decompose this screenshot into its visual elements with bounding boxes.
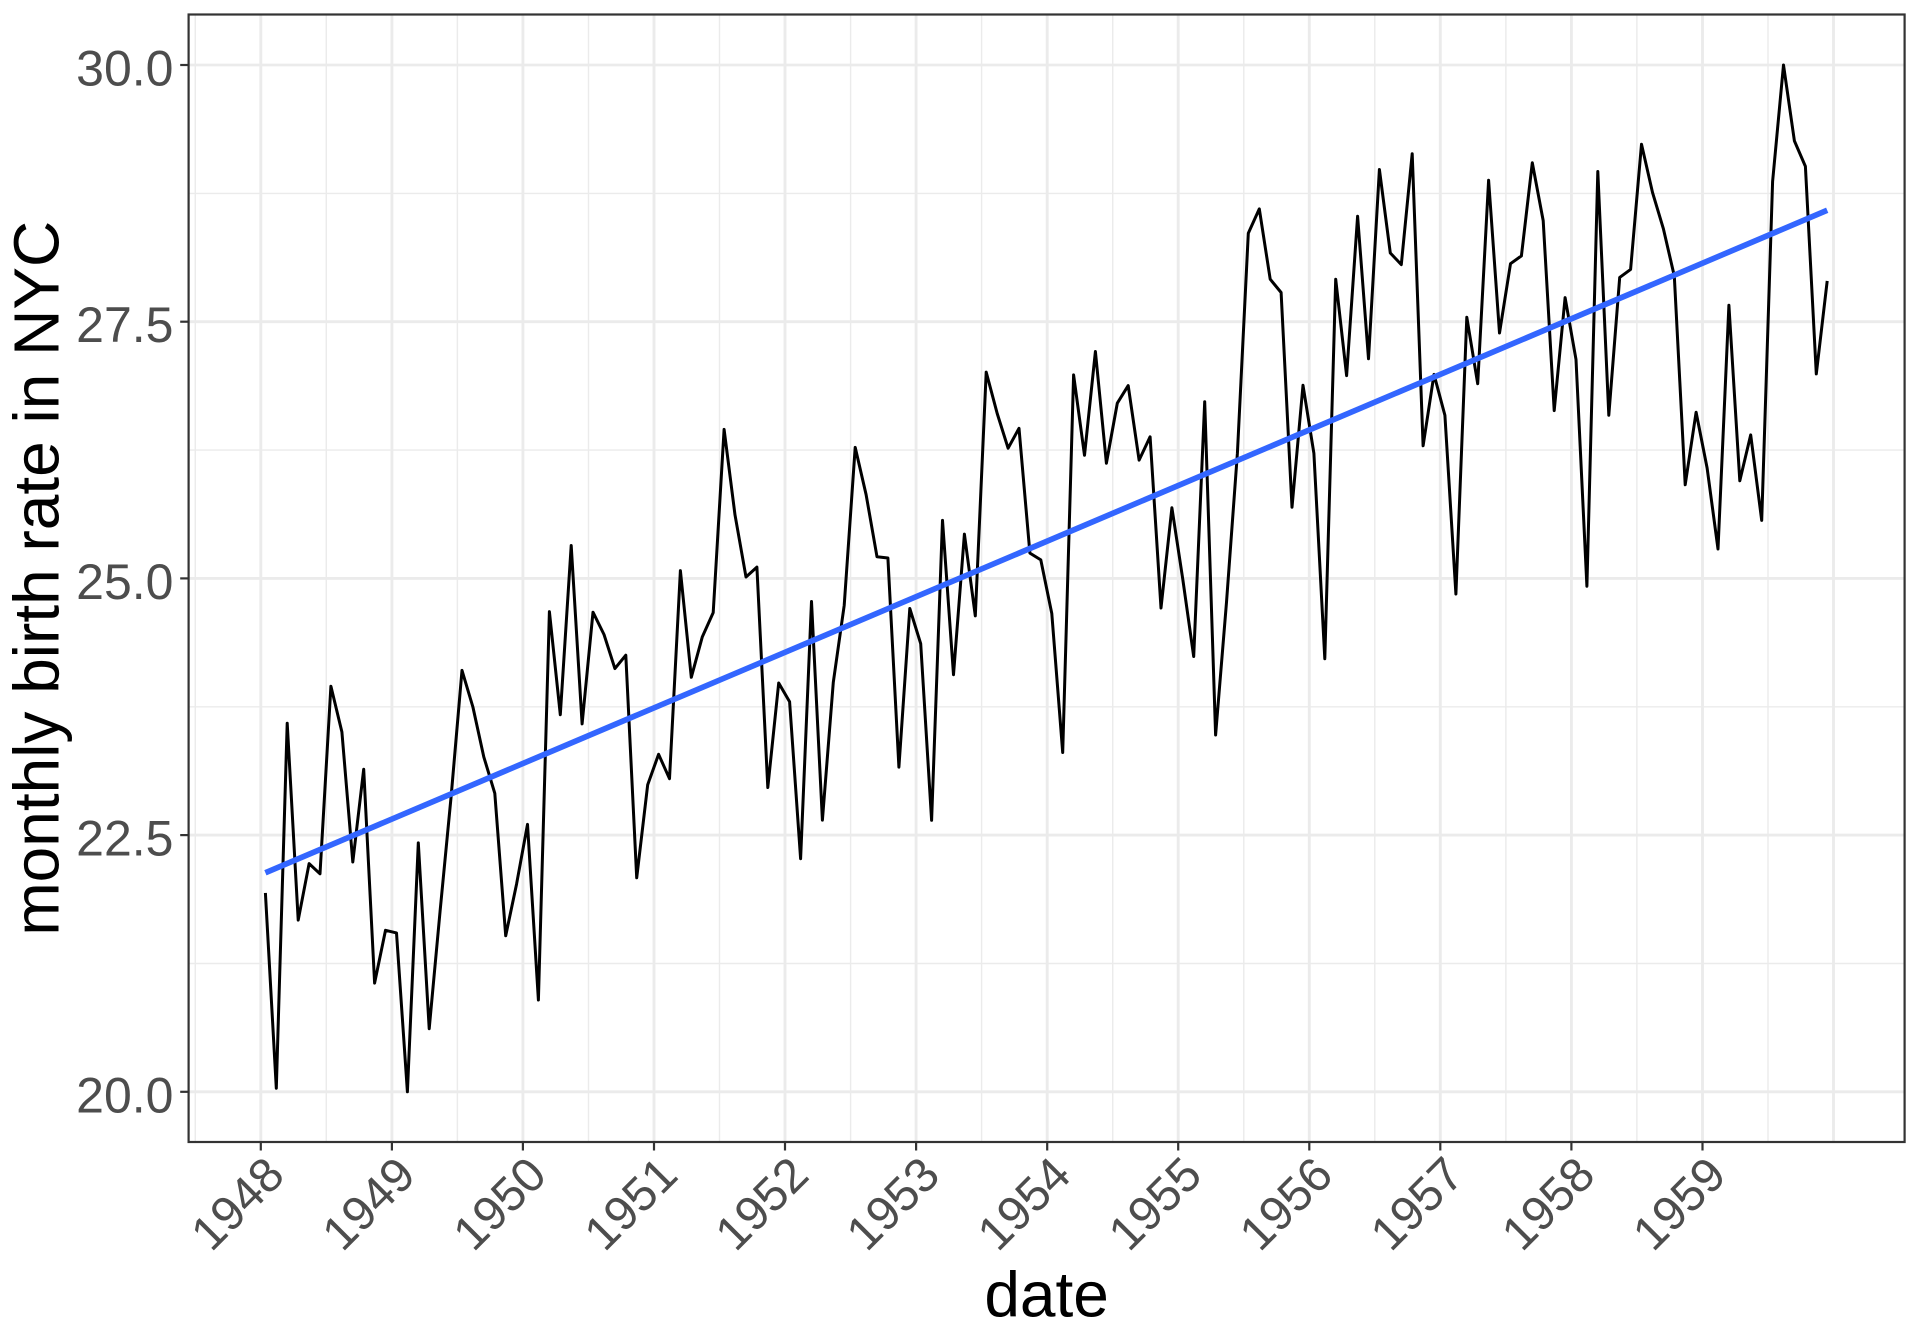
svg-text:date: date [984,1259,1109,1331]
svg-text:22.5: 22.5 [76,811,173,867]
svg-text:monthly birth rate in NYC: monthly birth rate in NYC [1,221,73,936]
svg-text:25.0: 25.0 [76,554,173,610]
svg-text:20.0: 20.0 [76,1067,173,1123]
svg-text:30.0: 30.0 [76,41,173,97]
svg-text:27.5: 27.5 [76,297,173,353]
